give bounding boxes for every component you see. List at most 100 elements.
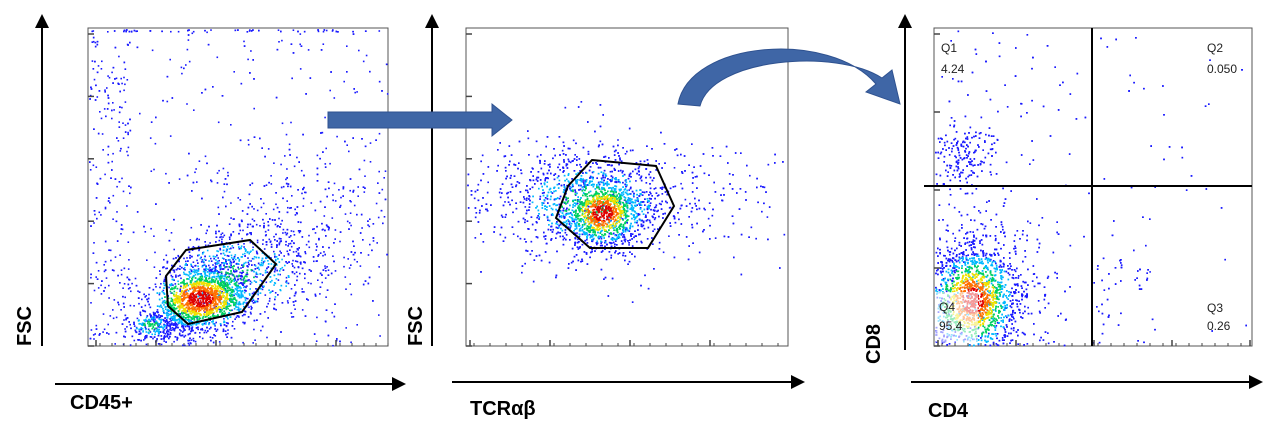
plot1-event-dot: [136, 211, 139, 213]
plot1-event-dot: [271, 279, 273, 282]
plot1-event-dot: [225, 276, 228, 279]
plot1-event-dot: [209, 298, 211, 300]
plot1-event-dot: [208, 310, 210, 313]
plot1-event-dot: [176, 296, 178, 299]
plot1-event-dot: [328, 246, 330, 249]
plot1-event-dot: [234, 29, 237, 32]
plot1-event-dot: [326, 289, 329, 291]
plot1-event-dot: [206, 296, 208, 298]
plot1-event-dot: [290, 288, 293, 290]
plot1-event-dot: [153, 316, 156, 318]
plot1-event-dot: [173, 324, 175, 326]
plot1-event-dot: [235, 285, 238, 287]
plot1-event-dot: [217, 274, 220, 276]
plot1-event-dot: [138, 302, 140, 305]
plot1-event-dot: [224, 262, 227, 264]
plot1-event-dot: [208, 260, 210, 262]
plot1-event-dot: [239, 199, 242, 201]
plot1-event-dot: [137, 290, 139, 292]
plot1-event-dot: [207, 268, 209, 271]
plot1-event-dot: [209, 336, 212, 338]
plot1-event-dot: [207, 330, 209, 332]
plot1-event-dot: [173, 306, 175, 309]
plot1-event-dot: [350, 251, 353, 253]
plot1-event-dot: [275, 308, 277, 311]
plot1-event-dot: [219, 248, 222, 251]
plot1-event-dot: [280, 331, 282, 333]
plot1-event-dot: [240, 247, 242, 250]
plot1-event-dot: [185, 306, 188, 309]
plot1-event-dot: [260, 206, 263, 209]
plot1-event-dot: [243, 246, 245, 248]
plot1-event-dot: [184, 334, 187, 337]
plot1-event-dot: [200, 314, 203, 316]
plot1-event-dot: [302, 133, 304, 136]
plot1-event-dot: [174, 336, 177, 338]
plot1-event-dot: [254, 265, 257, 267]
plot1-event-dot: [286, 200, 288, 202]
plot1-event-dot: [134, 277, 137, 280]
plot1-event-dot: [231, 325, 234, 327]
plot1-event-dot: [286, 228, 289, 231]
plot1-event-dot: [109, 315, 112, 317]
plot1-event-dot: [244, 252, 246, 255]
plot1-event-dot: [287, 185, 289, 188]
plot1-event-dot: [229, 295, 232, 297]
plot1-event-dot: [304, 261, 306, 264]
plot1-event-dot: [202, 297, 204, 299]
plot1-event-dot: [183, 296, 185, 299]
plot1-event-dot: [191, 310, 194, 312]
plot1-event-dot: [353, 88, 355, 90]
plot1-event-dot: [222, 313, 225, 315]
plot1-event-dot: [253, 256, 256, 258]
plot1-event-dot: [168, 239, 171, 242]
plot1-event-dot: [238, 260, 240, 262]
plot1-event-dot: [261, 264, 264, 267]
plot1-event-dot: [264, 294, 267, 296]
plot1-event-dot: [103, 270, 106, 273]
plot1-event-dot: [244, 296, 246, 299]
plot1-event-dot: [211, 278, 213, 280]
plot1-event-dot: [166, 332, 169, 335]
plot1-event-dot: [216, 298, 219, 300]
plot1-event-dot: [163, 340, 165, 342]
plot1-event-dot: [211, 337, 214, 339]
plot1-event-dot: [170, 306, 173, 308]
plot1-event-dot: [165, 341, 167, 343]
plot1-event-dot: [179, 304, 181, 307]
plot1-event-dot: [279, 273, 281, 276]
plot1-event-dot: [174, 320, 176, 322]
plot1-event-dot: [288, 143, 291, 146]
plot1-event-dot: [291, 77, 293, 80]
plot1-event-dot: [252, 342, 254, 344]
plot1-event-dot: [173, 319, 175, 321]
plot1-event-dot: [189, 324, 191, 326]
plot1-event-dot: [111, 169, 113, 171]
plot1-event-dot: [212, 267, 215, 270]
plot1-event-dot: [214, 335, 217, 337]
plot1-event-dot: [251, 292, 254, 295]
plot1-event-dot: [235, 299, 238, 302]
plot1-event-dot: [173, 298, 176, 301]
plot1-event-dot: [244, 248, 246, 250]
plot1-event-dot: [204, 29, 206, 32]
plot1-event-dot: [181, 303, 184, 305]
plot1-event-dot: [166, 309, 169, 312]
plot1-event-dot: [148, 321, 151, 323]
plot1-event-dot: [277, 258, 279, 260]
plot1-event-dot: [244, 285, 246, 288]
plot1-event-dot: [221, 276, 223, 278]
plot1-event-dot: [380, 209, 383, 212]
plot1-event-dot: [149, 30, 152, 32]
plot1-event-dot: [213, 311, 215, 314]
plot1-event-dot: [234, 268, 237, 271]
plot1-event-dot: [218, 301, 220, 303]
plot1-event-dot: [191, 249, 194, 251]
plot1-event-dot: [243, 313, 245, 316]
plot1-event-dot: [324, 163, 327, 165]
plot1-event-dot: [153, 312, 155, 315]
plot1-event-dot: [278, 211, 281, 213]
plot1-event-dot: [133, 339, 136, 342]
plot1-event-dot: [223, 295, 226, 297]
plot1-event-dot: [181, 311, 183, 314]
